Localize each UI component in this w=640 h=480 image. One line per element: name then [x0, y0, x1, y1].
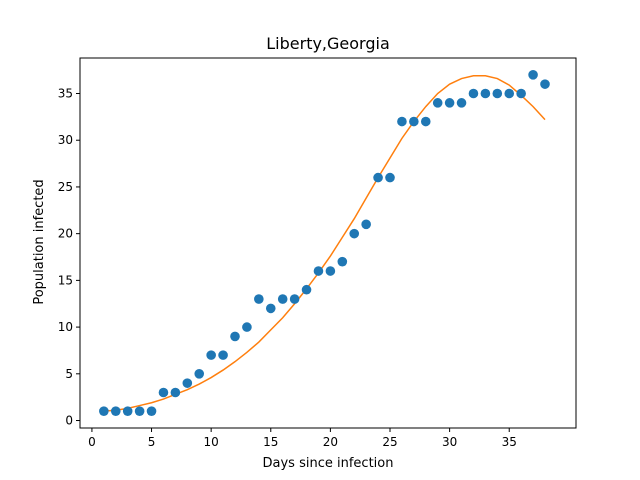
- x-tick-label: 15: [263, 435, 278, 449]
- data-point: [397, 116, 407, 127]
- data-point: [206, 350, 216, 360]
- data-point: [385, 172, 395, 183]
- data-point: [492, 88, 503, 99]
- y-axis-ticks: 0 5 10 15 20 25 30 35: [58, 87, 80, 428]
- scatter-points-layer: [99, 70, 550, 416]
- data-point: [444, 98, 455, 108]
- data-point: [325, 266, 336, 276]
- data-point: [99, 406, 109, 416]
- data-point: [420, 116, 431, 127]
- data-point: [301, 284, 312, 295]
- y-tick-label: 0: [65, 414, 73, 428]
- data-point: [456, 98, 467, 108]
- data-point: [337, 256, 348, 267]
- data-point: [230, 331, 240, 342]
- data-point: [170, 387, 181, 398]
- data-point: [194, 369, 205, 379]
- y-tick-label: 35: [58, 87, 73, 101]
- data-point: [110, 406, 121, 416]
- y-tick-label: 10: [58, 320, 73, 334]
- data-point: [122, 406, 133, 416]
- y-tick-label: 15: [58, 273, 73, 287]
- data-point: [146, 406, 157, 416]
- y-tick-label: 20: [58, 227, 73, 241]
- data-point: [480, 88, 491, 99]
- plot-area: [99, 70, 550, 416]
- x-axis-label: Days since infection: [263, 456, 394, 471]
- data-point: [373, 172, 383, 183]
- x-tick-label: 5: [148, 435, 156, 449]
- data-point: [349, 228, 360, 239]
- y-tick-label: 5: [65, 367, 73, 381]
- x-axis-ticks: 0 5 10 15 20 25 30 35: [88, 428, 517, 449]
- chart-title: Liberty,Georgia: [266, 34, 390, 53]
- data-point: [182, 378, 193, 388]
- data-point: [242, 322, 252, 332]
- data-point: [409, 116, 419, 127]
- y-axis-label: Population infected: [32, 179, 47, 304]
- y-tick-label: 25: [58, 180, 73, 194]
- data-point: [277, 294, 288, 304]
- data-point: [265, 303, 276, 314]
- data-point: [289, 294, 300, 304]
- data-point: [516, 88, 526, 99]
- data-point: [432, 98, 443, 108]
- x-tick-label: 30: [442, 435, 457, 449]
- x-tick-label: 25: [382, 435, 397, 449]
- data-point: [528, 70, 538, 80]
- data-point: [361, 219, 371, 230]
- data-point: [254, 294, 264, 304]
- data-point: [504, 88, 515, 99]
- data-point: [540, 79, 550, 89]
- data-point: [313, 266, 324, 276]
- y-tick-label: 30: [58, 133, 73, 147]
- data-point: [134, 406, 145, 416]
- x-tick-label: 0: [88, 435, 96, 449]
- x-tick-label: 35: [502, 435, 517, 449]
- x-tick-label: 10: [204, 435, 219, 449]
- plot-frame: [79, 57, 577, 429]
- data-point: [158, 387, 169, 398]
- data-point: [218, 350, 228, 360]
- x-tick-label: 20: [323, 435, 338, 449]
- data-point: [468, 88, 479, 99]
